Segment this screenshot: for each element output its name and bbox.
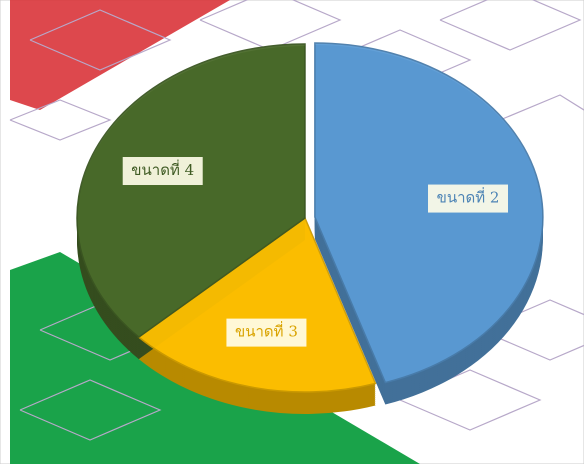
label-text: ขนาดที่ 4 <box>131 159 194 179</box>
slice <box>76 43 306 339</box>
data-label: ขนาดที่ 2 <box>428 184 509 213</box>
data-label: ขนาดที่ 4 <box>122 157 203 186</box>
label-box <box>122 157 203 186</box>
slice <box>314 42 544 384</box>
data-label: ขนาดที่ 3 <box>226 318 307 347</box>
label-box <box>226 318 307 347</box>
label-text: ขนาดที่ 3 <box>235 321 298 341</box>
label-box <box>428 184 509 213</box>
pie: ขนาดที่ 2 ขนาดที่ 3 ขนาดที่ 4 <box>76 42 544 414</box>
slice <box>137 216 377 393</box>
label-text: ขนาดที่ 2 <box>437 187 500 207</box>
